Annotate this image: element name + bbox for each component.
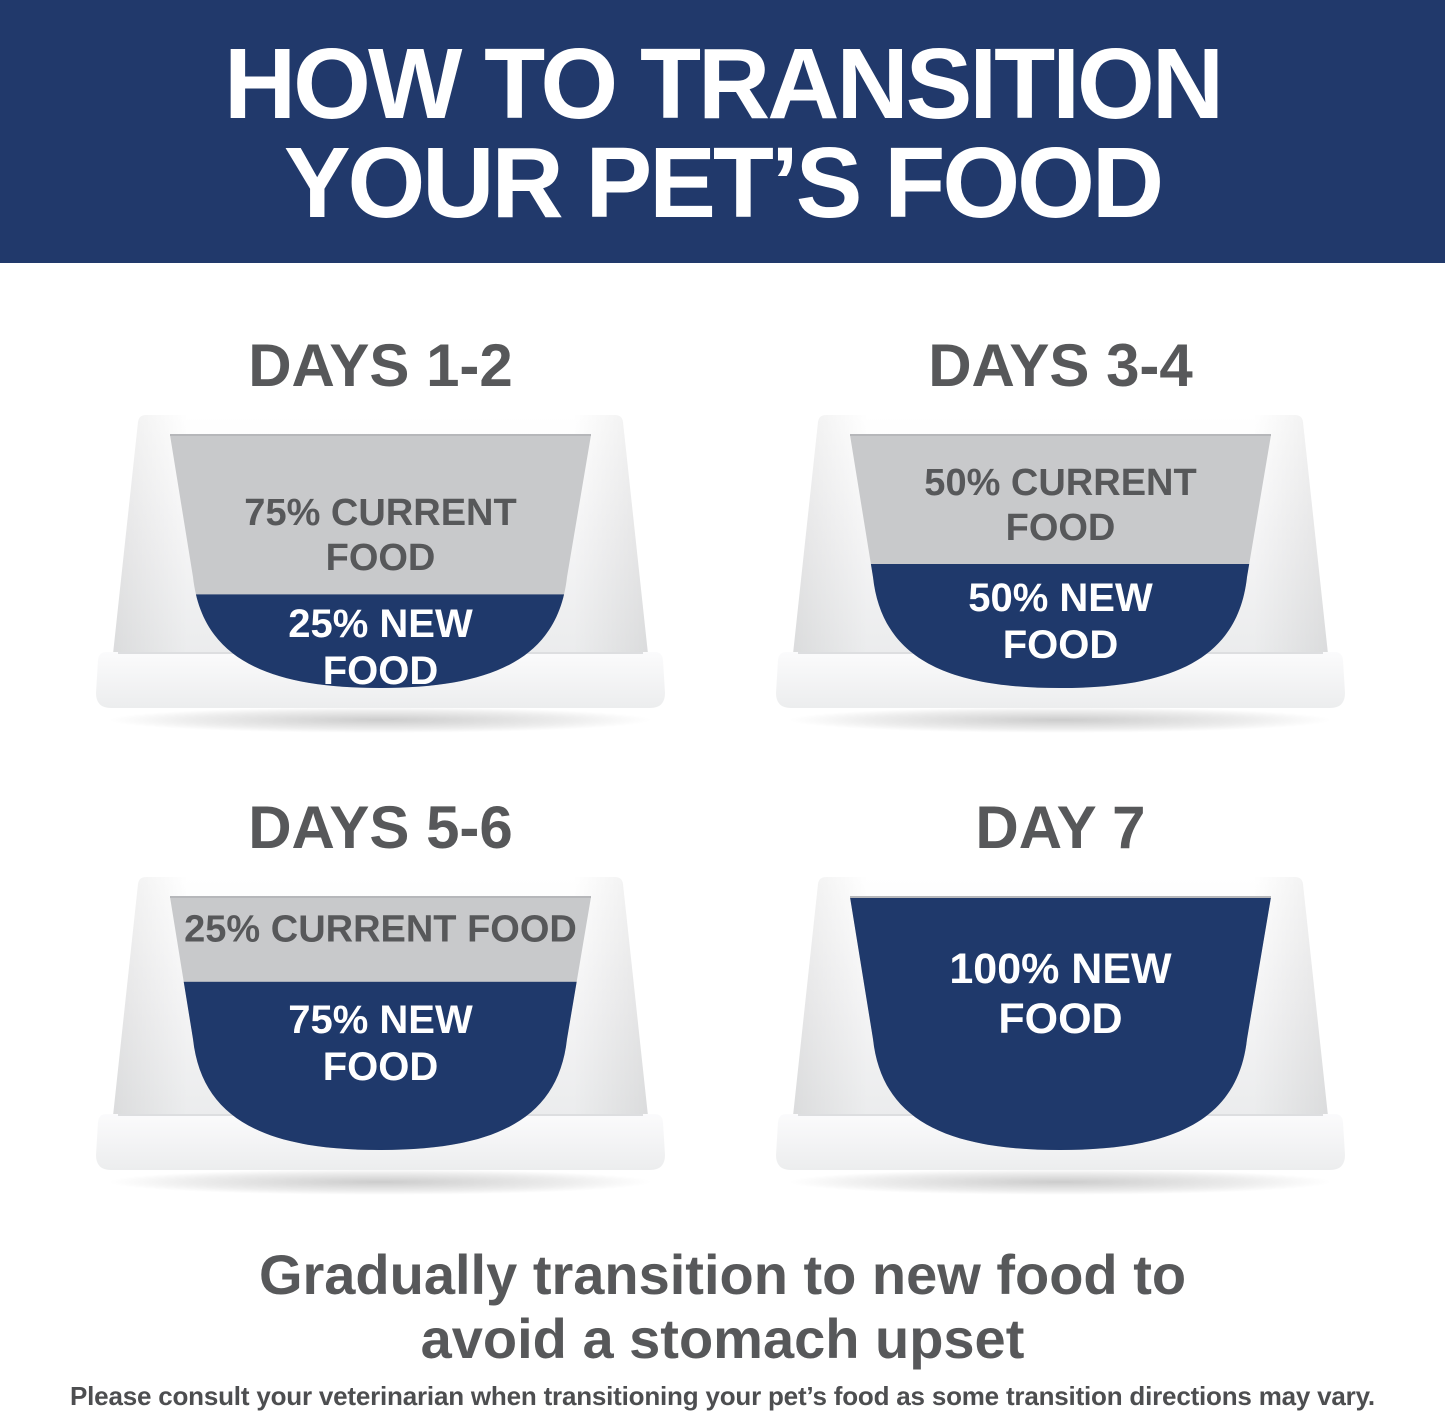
current-food-label: 25% CURRENT FOOD (184, 908, 577, 951)
bowl-illustration-day-7: 100% NEW FOOD (773, 869, 1348, 1199)
closing-headline: Gradually transition to new food to avoi… (0, 1243, 1445, 1371)
day-range-heading: DAYS 5-6 (248, 794, 513, 861)
new-food-label: 50% NEW FOOD (968, 575, 1153, 667)
day-range-heading: DAY 7 (975, 794, 1146, 861)
new-food-label: 100% NEW FOOD (949, 945, 1172, 1044)
current-food-label: 75% CURRENT FOOD (244, 491, 517, 579)
disclaimer-text: Please consult your veterinarian when tr… (70, 1381, 1375, 1411)
new-food-label: 25% NEW FOOD (288, 601, 473, 693)
bowl-graphic (776, 415, 1345, 733)
bowl-illustration-days-3-4: 50% CURRENT FOOD 50% NEW FOOD (773, 407, 1348, 737)
bowl-card-day-7: DAY 7 100% NEW FOOD (773, 795, 1348, 1199)
bowl-illustration-days-5-6: 25% CURRENT FOOD 75% NEW FOOD (93, 869, 668, 1199)
bowl-graphic (96, 415, 665, 733)
bowl-illustration-days-1-2: 75% CURRENT FOOD 25% NEW FOOD (93, 407, 668, 737)
closing-headline-line1: Gradually transition to new food to (258, 1243, 1187, 1306)
bowl-card-days-3-4: DAYS 3-4 50% CURRENT FOOD 50% NEW FOOD (773, 333, 1348, 737)
header-title-line2: YOUR PET’S FOOD (283, 126, 1164, 239)
header-title-line1: HOW TO TRANSITION (223, 27, 1224, 140)
day-range-heading: DAYS 1-2 (248, 332, 513, 399)
bowl-card-days-5-6: DAYS 5-6 25% CURRENT FOOD 75% NEW FOOD (93, 795, 668, 1199)
bowl-graphic (96, 877, 665, 1195)
bowl-card-days-1-2: DAYS 1-2 75% CURRENT FOOD 25% NEW FOOD (93, 333, 668, 737)
closing-headline-line2: avoid a stomach upset (420, 1307, 1025, 1370)
bowl-graphic (776, 877, 1345, 1195)
day-range-heading: DAYS 3-4 (928, 332, 1193, 399)
current-food-label: 50% CURRENT FOOD (924, 462, 1197, 549)
new-food-label: 75% NEW FOOD (288, 997, 473, 1089)
bowl-grid: DAYS 1-2 75% CURRENT FOOD 25% NEW FOOD (0, 263, 1445, 1199)
header-banner: HOW TO TRANSITION YOUR PET’S FOOD (0, 0, 1445, 263)
